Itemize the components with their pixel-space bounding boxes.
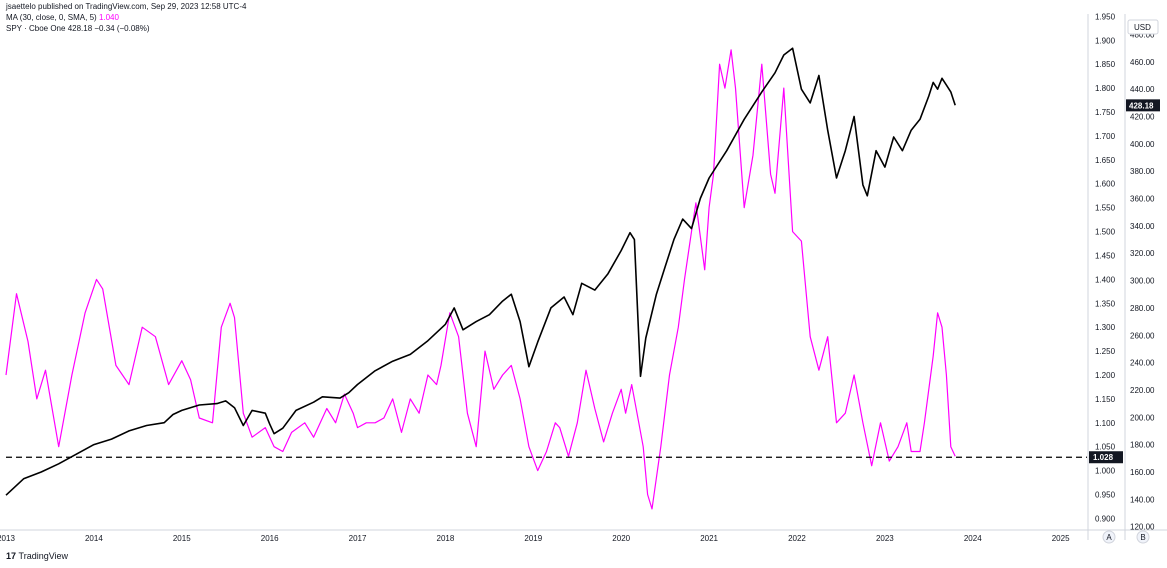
series-layer (5, 47, 956, 510)
left-axis-tick-label: 1.200 (1095, 371, 1116, 380)
reference-value-badge (1089, 451, 1123, 464)
left-axis-tick-label: 0.900 (1095, 514, 1116, 523)
left-axis-tick-label: 1.400 (1095, 275, 1116, 284)
left-axis-tick-label: 1.700 (1095, 132, 1116, 141)
auto-scale-label: A (1106, 533, 1112, 542)
legend-spy[interactable]: SPY · Cboe One 428.18 −0.34 (−0.08%) (6, 24, 150, 33)
left-axis-tick-label: 1.950 (1095, 12, 1116, 21)
legend-ma-label: MA (30, close, 0, SMA, 5) (6, 13, 97, 22)
tradingview-logo-icon: 17 (6, 551, 17, 561)
right-axis-tick-label: 420.00 (1130, 113, 1155, 122)
axes: 1.950 1.900 1.850 1.800 1.750 1.700 1.650 1.600… (0, 12, 1167, 544)
x-axis-tick-label: 2018 (437, 534, 455, 543)
x-axis-tick-label: 2022 (788, 534, 806, 543)
left-axis-tick-label: 1.550 (1095, 204, 1116, 213)
x-axis-tick-label: 2021 (700, 534, 718, 543)
x-axis-tick-label: 2013 (0, 534, 15, 543)
left-axis-tick-label: 1.450 (1095, 251, 1116, 260)
right-axis-tick-label: 340.00 (1130, 222, 1155, 231)
right-axis-tick-label: 140.00 (1130, 495, 1155, 504)
left-axis-tick-label: 0.950 (1095, 491, 1116, 500)
last-price-badge (1126, 99, 1160, 112)
right-axis-tick-label: 260.00 (1130, 331, 1155, 340)
currency-unit-label: USD (1134, 23, 1151, 32)
right-axis-tick-label: 400.00 (1130, 140, 1155, 149)
left-axis-tick-label: 1.350 (1095, 299, 1116, 308)
left-axis-tick-label: 1.150 (1095, 395, 1116, 404)
left-axis-tick-label: 1.100 (1095, 419, 1116, 428)
left-axis-tick-label: 1.250 (1095, 347, 1116, 356)
x-axis-tick-label: 2020 (612, 534, 630, 543)
left-axis-tick-label: 1.500 (1095, 228, 1116, 237)
publisher-line: jsaettelo published on TradingView.com, … (6, 2, 247, 11)
right-axis-tick-label: 300.00 (1130, 277, 1155, 286)
left-axis-tick-label: 1.000 (1095, 467, 1116, 476)
right-axis-tick-label: 360.00 (1130, 195, 1155, 204)
tradingview-logo-text: TradingView (18, 551, 69, 561)
right-axis-tick-label: 180.00 (1130, 441, 1155, 450)
tradingview-logo[interactable]: 17 TradingView (6, 551, 68, 561)
reference-value-label: 1.028 (1093, 453, 1114, 462)
right-axis-tick-label: 200.00 (1130, 413, 1155, 422)
left-axis-tick-label: 1.300 (1095, 323, 1116, 332)
right-axis-tick-label: 320.00 (1130, 249, 1155, 258)
left-axis-tick-label: 1.750 (1095, 108, 1116, 117)
x-axis-tick-label: 2016 (261, 534, 279, 543)
legend-spy-value: 428.18 −0.34 (−0.08%) (67, 24, 150, 33)
legend-ma-value: 1.040 (98, 13, 119, 22)
last-price-label: 428.18 (1129, 101, 1154, 110)
left-axis-tick-label: 1.900 (1095, 36, 1116, 45)
legend-ma[interactable]: MA (30, close, 0, SMA, 5) 1.040 (6, 13, 119, 22)
x-axis-tick-label: 2015 (173, 534, 191, 543)
x-axis-tick-label: 2024 (964, 534, 982, 543)
right-axis-tick-label: 480.00 (1130, 31, 1155, 40)
log-scale-label: B (1140, 533, 1145, 542)
right-axis-tick-label: 440.00 (1130, 85, 1155, 94)
legend-spy-label: SPY · Cboe One (6, 24, 66, 33)
right-axis-tick-label: 220.00 (1130, 386, 1155, 395)
left-axis-tick-label: 1.650 (1095, 156, 1116, 165)
left-axis-tick-label: 1.800 (1095, 84, 1116, 93)
x-axis-tick-label: 2017 (349, 534, 367, 543)
auto-scale-button[interactable] (1102, 530, 1116, 544)
right-axis-tick-label: 380.00 (1130, 167, 1155, 176)
right-axis-tick-label: 160.00 (1130, 468, 1155, 477)
log-scale-button[interactable] (1136, 530, 1150, 544)
left-axis-tick-label: 1.850 (1095, 60, 1116, 69)
left-axis-tick-label: 1.600 (1095, 180, 1116, 189)
x-axis-tick-label: 2019 (524, 534, 542, 543)
x-axis-tick-label: 2014 (85, 534, 103, 543)
reference-line-layer: 1.028 428.18 (6, 99, 1160, 464)
spy-price-series-line (5, 47, 956, 496)
right-axis-tick-label: 280.00 (1130, 304, 1155, 313)
ma-ratio-series-line (5, 49, 956, 510)
right-axis-tick-label: 460.00 (1130, 58, 1155, 67)
left-axis-tick-label: 1.050 (1095, 443, 1116, 452)
currency-unit-box[interactable] (1127, 19, 1159, 35)
right-axis-tick-label: 120.00 (1130, 523, 1155, 532)
x-axis-tick-label: 2025 (1052, 534, 1070, 543)
right-axis-tick-label: 240.00 (1130, 359, 1155, 368)
x-axis-tick-label: 2023 (876, 534, 894, 543)
